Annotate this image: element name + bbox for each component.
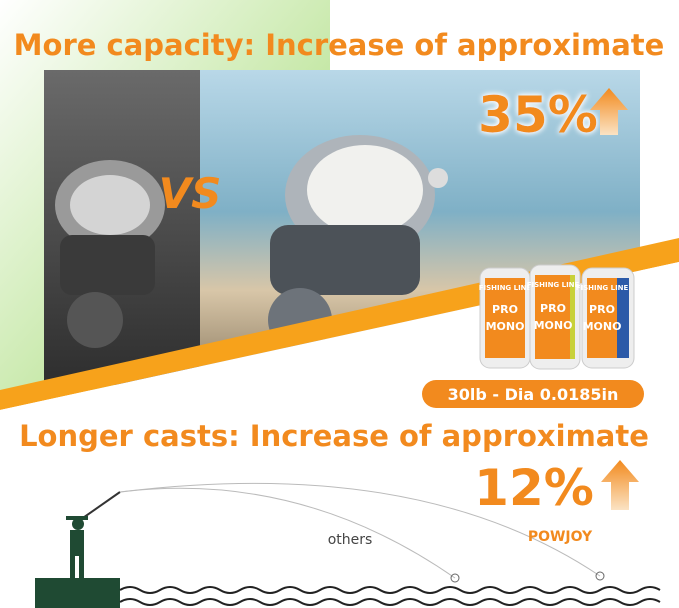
up-arrow [601,460,639,510]
others-label: others [328,532,373,548]
up-arrow [590,88,628,135]
bottom-title: Longer casts: Increase of approximate [19,419,649,453]
spool-type: MONO [583,320,622,333]
spool-line: PRO [492,303,518,316]
lure [595,571,605,581]
spec-pill [422,380,644,408]
spool-line: PRO [540,302,566,315]
spool-brand: FISHING LINE [527,281,580,289]
top-percent: 35% [478,86,598,144]
fisherman [66,516,88,578]
lure [450,573,460,583]
versus: VS [159,169,222,218]
spec: 30lb - Dia 0.0185in [448,385,619,404]
reel-gray [55,160,165,348]
brand-label: POWJOY [528,529,593,545]
spools: FISHING LINE PRO MONO FISHING LINE PRO M… [479,264,635,370]
ground [35,578,120,608]
waves [119,586,661,606]
spool-type: MONO [486,320,525,333]
spool-brand: FISHING LINE [479,284,532,292]
spool-brand: FISHING LINE [576,284,629,292]
spool-type: MONO [534,319,573,332]
top-title: More capacity: Increase of approximate [14,28,665,62]
spool-line: PRO [589,303,615,316]
bottom-percent: 12% [474,459,594,517]
cast-lines [79,482,601,579]
